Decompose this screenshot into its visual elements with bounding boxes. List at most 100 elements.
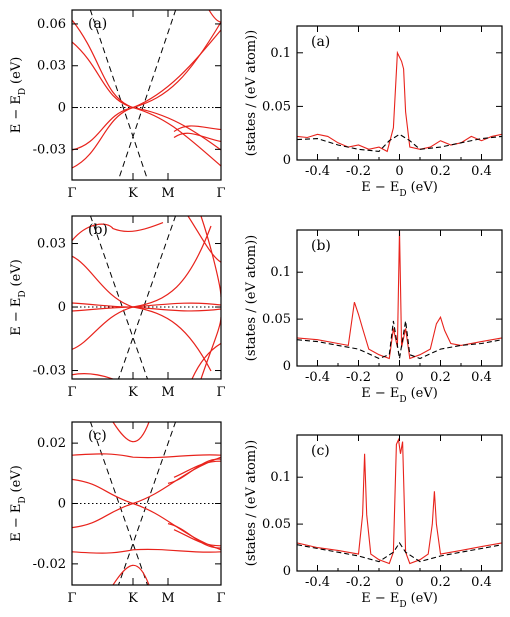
x-tick-label: -0.2 xyxy=(346,370,371,385)
y-tick-label: 0.06 xyxy=(37,17,66,32)
band-line xyxy=(173,529,221,547)
band-panel-c: E − ED (eV) xyxy=(9,421,222,586)
panel-label: (b) xyxy=(311,238,331,254)
x-tick-label: Γ xyxy=(216,385,225,400)
band-line xyxy=(132,302,221,308)
y-tick-label: 0.03 xyxy=(37,237,66,252)
y-tick-label: -0.02 xyxy=(33,557,66,572)
x-tick-label: -0.2 xyxy=(346,575,371,590)
band-line xyxy=(72,41,134,109)
dirac-cone-dashed xyxy=(117,422,177,585)
x-tick-label: -0.4 xyxy=(305,575,330,590)
y-axis-label: E − ED (eV) xyxy=(9,57,28,134)
band-line xyxy=(72,306,134,350)
x-tick-label: 0.4 xyxy=(471,575,492,590)
dos-pristine-dashed-line xyxy=(297,320,502,360)
band-line xyxy=(132,21,221,109)
y-tick-label: 0.1 xyxy=(270,46,291,61)
x-tick-label: Γ xyxy=(67,186,76,201)
y-axis-label: (states / (eV atom)) xyxy=(244,30,259,157)
y-axis-label-unit: (eV) xyxy=(9,259,24,286)
band-line xyxy=(72,222,164,241)
y-axis-label: (states / (eV atom)) xyxy=(244,440,259,567)
y-tick-label: -0.03 xyxy=(33,364,66,379)
band-line xyxy=(132,306,212,372)
y-tick-label: 0 xyxy=(283,359,291,374)
x-axis-label-unit: (eV) xyxy=(411,386,438,401)
y-tick-label: 0 xyxy=(58,497,66,512)
band-curves xyxy=(72,422,221,585)
dos-red-line xyxy=(297,230,502,360)
y-axis-label-main: E − E xyxy=(9,95,24,133)
x-tick-label: 0 xyxy=(395,370,403,385)
band-line xyxy=(200,216,221,298)
x-axis-label-unit: (eV) xyxy=(411,180,438,195)
dos-curves xyxy=(297,50,502,153)
band-line xyxy=(191,342,221,379)
x-tick-label: 0 xyxy=(395,575,403,590)
y-axis-label-unit: (eV) xyxy=(9,57,24,84)
plot-frame xyxy=(71,421,222,586)
band-line xyxy=(167,523,221,549)
panel-label: (c) xyxy=(88,428,107,444)
y-tick-label: 0 xyxy=(58,300,66,315)
dos-curves xyxy=(297,230,502,360)
x-tick-label: K xyxy=(128,591,138,606)
dos-panel-b: E − ED (eV) (states / (eV atom)) xyxy=(244,229,503,405)
x-axis-label-main: E − E xyxy=(361,591,399,606)
x-axis-label-main: E − E xyxy=(361,386,399,401)
y-axis-label-unit: (eV) xyxy=(9,465,24,492)
y-tick-label: -0.03 xyxy=(33,142,66,157)
x-tick-label: M xyxy=(161,385,174,400)
x-tick-label: M xyxy=(161,186,174,201)
x-tick-label: 0 xyxy=(395,164,403,179)
band-line xyxy=(72,255,134,308)
band-line xyxy=(167,458,221,484)
x-tick-label: 0.2 xyxy=(430,370,451,385)
y-tick-label: 0.05 xyxy=(262,312,291,327)
band-line xyxy=(208,10,221,23)
x-tick-label: M xyxy=(161,591,174,606)
dos-curves xyxy=(297,437,502,565)
band-line xyxy=(72,306,134,312)
y-axis-label: E − ED (eV) xyxy=(9,465,28,542)
dirac-cone-dashed xyxy=(117,10,177,180)
band-line xyxy=(72,453,221,459)
plot-frame xyxy=(71,9,222,181)
x-tick-label: 0.4 xyxy=(471,164,492,179)
band-line xyxy=(132,106,221,167)
dirac-cone-dashed xyxy=(89,216,149,379)
x-axis-label-sub: D xyxy=(399,395,406,405)
band-line xyxy=(72,502,134,529)
band-line xyxy=(112,422,150,443)
x-tick-label: 0.2 xyxy=(430,575,451,590)
band-line xyxy=(173,460,221,478)
band-line xyxy=(72,373,114,379)
band-line xyxy=(132,306,221,312)
x-axis-label: E − ED (eV) xyxy=(361,591,438,610)
dos-red-line xyxy=(297,437,502,565)
band-line xyxy=(173,125,221,133)
y-tick-label: 0.03 xyxy=(37,59,66,74)
y-tick-label: 0.02 xyxy=(37,436,66,451)
panel-label: (a) xyxy=(311,34,330,50)
x-tick-label: 0.2 xyxy=(430,164,451,179)
x-tick-label: K xyxy=(128,385,138,400)
band-panel-b: E − ED (eV) xyxy=(9,215,222,380)
y-tick-label: 0.05 xyxy=(262,517,291,532)
band-line xyxy=(132,225,212,308)
y-tick-label: 0.05 xyxy=(262,99,291,114)
x-tick-label: 0.4 xyxy=(471,370,492,385)
x-tick-label: -0.4 xyxy=(305,370,330,385)
x-axis-label-sub: D xyxy=(399,600,406,610)
y-tick-label: 0 xyxy=(283,153,291,168)
y-axis-label-sub: D xyxy=(18,88,28,95)
band-line xyxy=(72,106,134,151)
band-line xyxy=(72,106,134,169)
band-line xyxy=(132,29,221,109)
y-tick-label: 0.1 xyxy=(270,265,291,280)
plot-frame xyxy=(71,215,222,380)
x-tick-label: -0.4 xyxy=(305,164,330,179)
dos-panel-c: E − ED (eV) (states / (eV atom)) xyxy=(244,434,503,610)
